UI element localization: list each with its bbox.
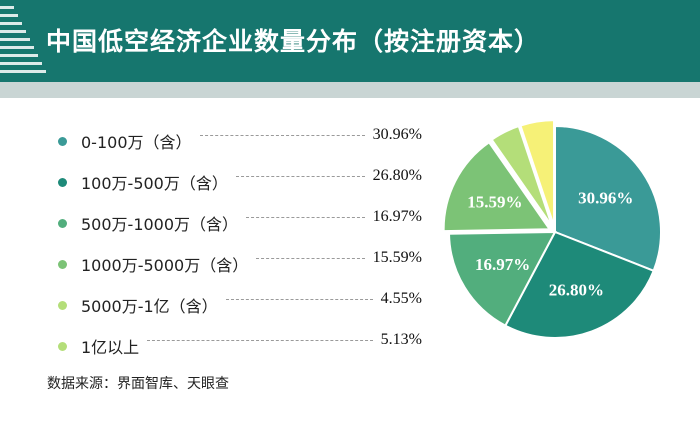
legend-item: 500万-1000万（含） 16.97% [58,208,428,235]
pie-chart: 30.96% 26.80% 16.97% 15.59% [442,119,662,339]
pie-slice [519,119,556,227]
legend-value: 30.96% [372,126,422,143]
legend-item: 1000万-5000万（含） 15.59% [58,249,428,276]
legend-leader-line [256,257,365,259]
page-title: 中国低空经济企业数量分布（按注册资本） [46,27,541,56]
chart-legend: 0-100万（含） 30.96% 100万-500万（含） 26.80% 500… [58,126,428,358]
legend-swatch [58,341,67,351]
legend-value: 5.13% [380,331,422,348]
legend-value: 26.80% [372,167,422,184]
legend-value: 16.97% [372,208,422,225]
legend-label: 0-100万（含） [81,133,192,152]
legend-swatch [58,177,67,187]
pie-slice-label: 30.96% [578,188,633,207]
pie-slice [447,230,557,328]
legend-label: 5000万-1亿（含） [81,297,218,316]
stripe-decoration [0,6,46,73]
pie-slice-label: 15.59% [467,192,522,211]
legend-swatch [58,259,67,269]
legend-leader-line [147,339,373,341]
legend-item: 0-100万（含） 30.96% [58,126,428,153]
pie-slice-label: 26.80% [549,281,604,300]
pie-slice [490,124,554,228]
legend-item: 5000万-1亿（含） 4.55% [58,290,428,317]
legend-item: 1亿以上 5.13% [58,331,428,358]
legend-label: 100万-500万（含） [81,174,228,193]
pie-slice-label: 16.97% [475,255,530,274]
legend-swatch [58,218,67,228]
header-banner: 中国低空经济企业数量分布（按注册资本） [0,0,700,82]
legend-swatch [58,300,67,310]
legend-leader-line [199,134,365,136]
pie-slice [442,140,552,233]
legend-value: 15.59% [372,249,422,266]
legend-label: 1000万-5000万（含） [81,256,249,275]
header-underline-strip [0,82,700,98]
legend-label: 500万-1000万（含） [81,215,239,234]
legend-leader-line [246,216,365,218]
legend-value: 4.55% [380,290,422,307]
legend-swatch [58,136,67,146]
legend-label: 1亿以上 [81,338,140,357]
pie-slice [554,124,662,273]
legend-item: 100万-500万（含） 26.80% [58,167,428,194]
data-source-note: 数据来源：界面智库、天眼查 [47,376,229,392]
legend-leader-line [225,298,373,300]
legend-leader-line [235,175,365,177]
pie-slice [503,230,655,339]
